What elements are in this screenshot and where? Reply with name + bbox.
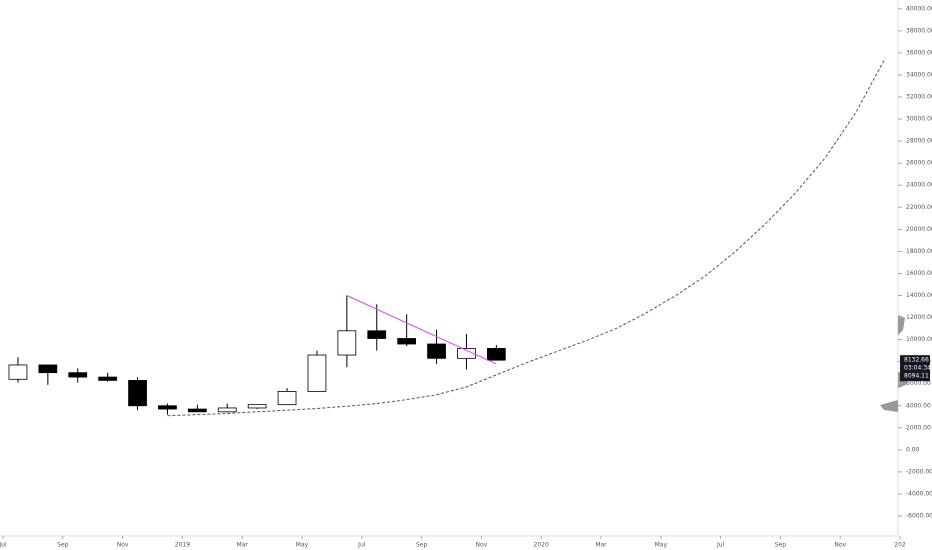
candle-body [307,354,327,392]
y-tick-label: 18000.00 [906,248,932,255]
candle-body [8,364,28,380]
x-tick-label: Mar [595,542,607,549]
candle-body [187,408,207,413]
candle-body [217,407,237,413]
y-tick-label: 24000.00 [906,182,932,189]
x-tick-label: May [655,542,668,549]
y-tick-label: 22000.00 [906,204,932,211]
marker-price: 8094.11 [904,373,929,380]
x-tick-label: 2019 [175,542,190,549]
y-tick-label: 12000.00 [906,314,932,321]
y-tick-label: 20000.00 [906,226,932,233]
x-tick-label: Sep [775,542,787,549]
y-tick-label: 36000.00 [906,49,932,56]
candle-body [277,391,297,406]
candle-body [247,404,267,409]
x-tick-label: 2020 [534,542,549,549]
y-tick-label: 2000.00 [906,424,931,431]
candle-body [337,330,357,356]
y-tick-label: -6000.00 [906,513,932,520]
y-tick-label: -4000.00 [906,490,932,497]
candle-body [486,348,506,361]
y-tick-label: 40000.00 [906,5,932,12]
candle-body [128,379,147,407]
line-series [346,295,497,365]
y-tick-label: 26000.00 [906,160,932,167]
x-tick-label: May [296,542,309,549]
x-tick-label: Nov [834,542,846,549]
line-series [167,58,886,417]
x-tick-label: Nov [117,542,129,549]
y-tick-label: 6000.00 [906,380,931,387]
y-tick-label: 38000.00 [906,27,932,34]
candle-body [367,330,387,339]
countdown: 03:04:34 [904,365,931,372]
candle-body [158,405,177,410]
x-tick-label: Nov [476,542,488,549]
y-tick-label: 14000.00 [906,292,932,299]
candle-body [397,338,417,345]
y-tick-label: 32000.00 [906,94,932,101]
x-tick-label: Jul [357,542,366,549]
y-tick-label: 16000.00 [906,270,932,277]
x-tick-label: Sep [57,542,69,549]
x-tick-label: Jul [0,542,7,549]
y-tick-label: 4000.00 [906,402,931,409]
candle-body [38,364,58,374]
candle-body [98,376,118,381]
y-tick-label: -2000.00 [906,468,932,475]
y-tick-label: 30000.00 [906,116,932,123]
candle-body [427,343,446,359]
price-label-box [900,355,930,382]
y-tick-label: 0.00 [906,446,920,453]
x-tick-label: Sep [416,542,428,549]
candle-body [68,372,88,378]
x-tick-label: 202 [894,542,906,549]
x-tick-label: Jul [716,542,725,549]
y-tick-label: 34000.00 [906,71,932,78]
y-tick-label: 10000.00 [906,336,932,343]
last-price: 8132.66 [904,357,929,364]
x-tick-label: Mar [237,542,249,549]
y-tick-label: 28000.00 [906,138,932,145]
candle-body [457,348,476,359]
